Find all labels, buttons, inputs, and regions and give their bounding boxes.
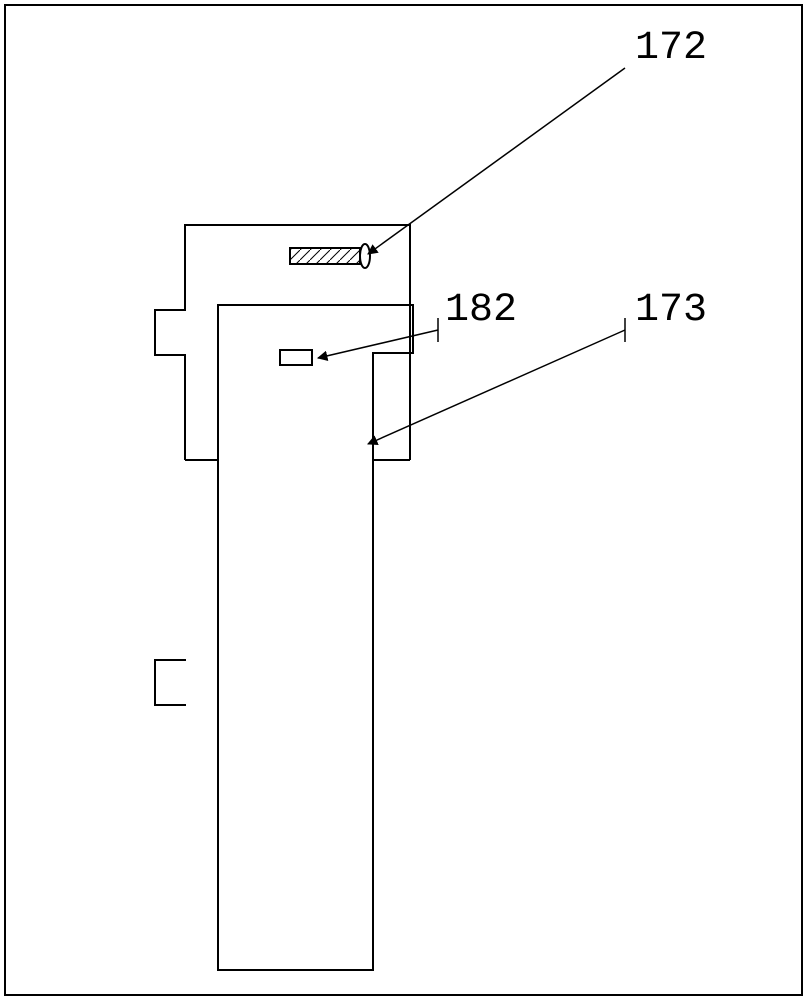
label-172: 172 (635, 26, 707, 71)
right-tab (373, 305, 413, 353)
left-tab-top (155, 310, 185, 355)
leader-172 (368, 68, 625, 254)
left-tab-bottom (155, 660, 185, 705)
label-173: 173 (635, 288, 707, 333)
label-182: 182 (445, 288, 517, 333)
inner-column (218, 305, 373, 970)
page-frame (5, 5, 802, 995)
bolt-top-head (360, 244, 370, 268)
bolt-top-shaft (290, 248, 360, 264)
